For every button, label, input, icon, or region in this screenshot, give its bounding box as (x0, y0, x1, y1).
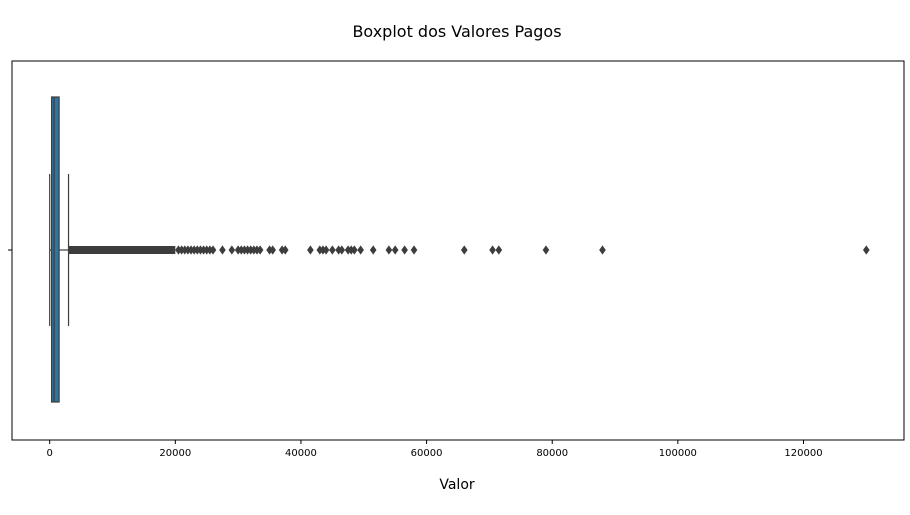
dense-outlier-band (68, 246, 176, 254)
x-axis-label: Valor (439, 477, 475, 493)
outlier-point (322, 245, 330, 255)
x-tick-label: 20000 (159, 448, 191, 459)
x-axis-ticks: 0 20000 40000 60000 80000 100000 120000 (47, 440, 823, 459)
outlier-point (307, 245, 314, 255)
outlier-point (209, 245, 217, 255)
outlier-point (410, 245, 418, 255)
outlier-point (338, 245, 346, 255)
outlier-point (329, 245, 336, 255)
outlier-point (401, 245, 408, 255)
x-tick-label: 60000 (411, 448, 443, 459)
chart-title: Boxplot dos Valores Pagos (352, 22, 561, 41)
outlier-point (495, 245, 503, 255)
outlier-point (281, 245, 289, 255)
outlier-point (256, 245, 264, 255)
x-tick-label: 80000 (536, 448, 568, 459)
outlier-point (489, 245, 496, 255)
x-tick-label: 0 (47, 448, 53, 459)
outlier-point (599, 245, 606, 255)
outlier-point (369, 245, 377, 255)
outlier-point (351, 245, 358, 255)
outlier-point (357, 245, 364, 255)
outlier-point (391, 245, 399, 255)
box-group (49, 96, 70, 403)
outlier-point (863, 245, 870, 255)
outlier-point (542, 245, 550, 255)
outlier-point (219, 245, 226, 255)
x-tick-label: 120000 (784, 448, 822, 459)
outliers-group (68, 245, 870, 255)
outlier-point (460, 245, 468, 255)
outlier-point (385, 245, 393, 255)
outlier-point (228, 245, 236, 255)
x-tick-label: 100000 (659, 448, 697, 459)
x-tick-label: 40000 (285, 448, 317, 459)
interquartile-box (50, 96, 60, 403)
outlier-point (269, 245, 276, 255)
